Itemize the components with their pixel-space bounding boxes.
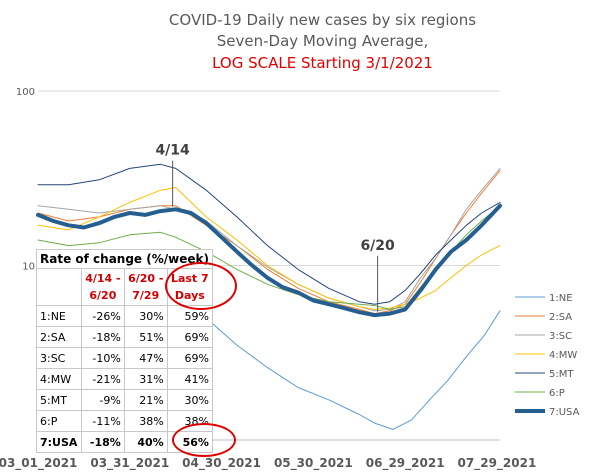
table-cell-region: 7:USA xyxy=(36,431,82,453)
table-title: Rate of change (%/week) xyxy=(36,249,213,269)
table-header-period1-line1: 4/14 - xyxy=(85,272,121,285)
table-cell-value: 47% xyxy=(123,347,168,369)
table-row: 5:MT -9% 21% 30% xyxy=(36,389,213,411)
legend-label: 3:SC xyxy=(549,331,572,342)
table-cell-value: 38% xyxy=(166,410,213,432)
table-row: 2:SA -18% 51% 69% xyxy=(36,326,213,348)
table-row: 4:MW -21% 31% 41% xyxy=(36,368,213,390)
series-line-7usa xyxy=(36,203,502,318)
series-line-5mt xyxy=(37,163,501,305)
table-cell-region: 2:SA xyxy=(36,326,82,348)
legend-label: 1:NE xyxy=(549,293,573,304)
table-cell-value: 69% xyxy=(166,347,213,369)
x-tick-label: 06_29_2021 xyxy=(366,456,445,471)
table-cell-region: 4:MW xyxy=(36,368,82,390)
table-cell-value: 30% xyxy=(123,305,168,327)
table-header-period2-line1: 6/20 - xyxy=(128,272,164,285)
table-cell-value: -9% xyxy=(80,389,125,411)
table-cell-region: 1:NE xyxy=(36,305,82,327)
chart-title-line2: Seven-Day Moving Average, xyxy=(216,32,429,50)
table-cell-value: -26% xyxy=(80,305,125,327)
table-header-period1-line2: 6/20 xyxy=(89,289,117,302)
table-header-period3: Last 7 Days xyxy=(166,268,213,306)
table-cell-region: 6:P xyxy=(36,410,82,432)
x-tick-label: 04_30_2021 xyxy=(182,456,261,471)
table-header-period3-line2: Days xyxy=(174,289,205,302)
rate-of-change-table: Rate of change (%/week) 4/14 - 6/20 6/20 … xyxy=(36,249,213,453)
table-row: 6:P -11% 38% 38% xyxy=(36,410,213,432)
table-cell-value: -18% xyxy=(80,326,125,348)
legend-label: 4:MW xyxy=(549,350,577,361)
table-header-period1: 4/14 - 6/20 xyxy=(80,268,125,306)
table-cell-value: 51% xyxy=(123,326,168,348)
table-header-period3-line1: Last 7 xyxy=(170,272,209,285)
legend-label: 7:USA xyxy=(549,407,580,418)
table-cell-region: 3:SC xyxy=(36,347,82,369)
chart-title-line1: COVID-19 Daily new cases by six regions xyxy=(168,11,477,29)
legend-label: 5:MT xyxy=(549,369,574,380)
table-cell-value: -21% xyxy=(80,368,125,390)
legend-label: 6:P xyxy=(549,388,565,399)
table-cell-value: 69% xyxy=(166,326,213,348)
table-cell-value: -18% xyxy=(80,431,125,453)
table-cell-value: 31% xyxy=(123,368,168,390)
table-cell-value: 59% xyxy=(166,305,213,327)
series-line-4mw xyxy=(37,187,501,310)
table-row: 7:USA -18% 40% 56% xyxy=(36,431,213,453)
table-header-row: 4/14 - 6/20 6/20 - 7/29 Last 7 Days xyxy=(36,268,213,306)
legend-label: 2:SA xyxy=(549,312,572,323)
table-cell-value: -11% xyxy=(80,410,125,432)
table-row: 3:SC -10% 47% 69% xyxy=(36,347,213,369)
table-cell-region: 5:MT xyxy=(36,389,82,411)
x-tick-label: 05_30_2021 xyxy=(274,456,353,471)
table-cell-value: 40% xyxy=(123,431,168,453)
table-cell-value: 21% xyxy=(123,389,168,411)
y-tick-label: 100 xyxy=(16,87,35,98)
y-tick-label: 10 xyxy=(22,262,35,273)
table-row: 1:NE -26% 30% 59% xyxy=(36,305,213,327)
annotation-label: 4/14 xyxy=(155,143,190,159)
table-header-period2-line2: 7/29 xyxy=(132,289,160,302)
table-cell-value: 56% xyxy=(166,431,213,453)
table-cell-value: 30% xyxy=(166,389,213,411)
chart-title-line3: LOG SCALE Starting 3/1/2021 xyxy=(212,54,433,72)
table-cell-value: 41% xyxy=(166,368,213,390)
table-cell-value: 38% xyxy=(123,410,168,432)
annotation-label: 6/20 xyxy=(360,238,395,254)
table-header-blank xyxy=(36,268,82,306)
x-tick-label: 03_01_2021 xyxy=(0,456,77,471)
x-tick-label: 03_31_2021 xyxy=(90,456,169,471)
table-header-period2: 6/20 - 7/29 xyxy=(123,268,168,306)
x-tick-label: 07_29_2021 xyxy=(458,456,537,471)
table-cell-value: -10% xyxy=(80,347,125,369)
